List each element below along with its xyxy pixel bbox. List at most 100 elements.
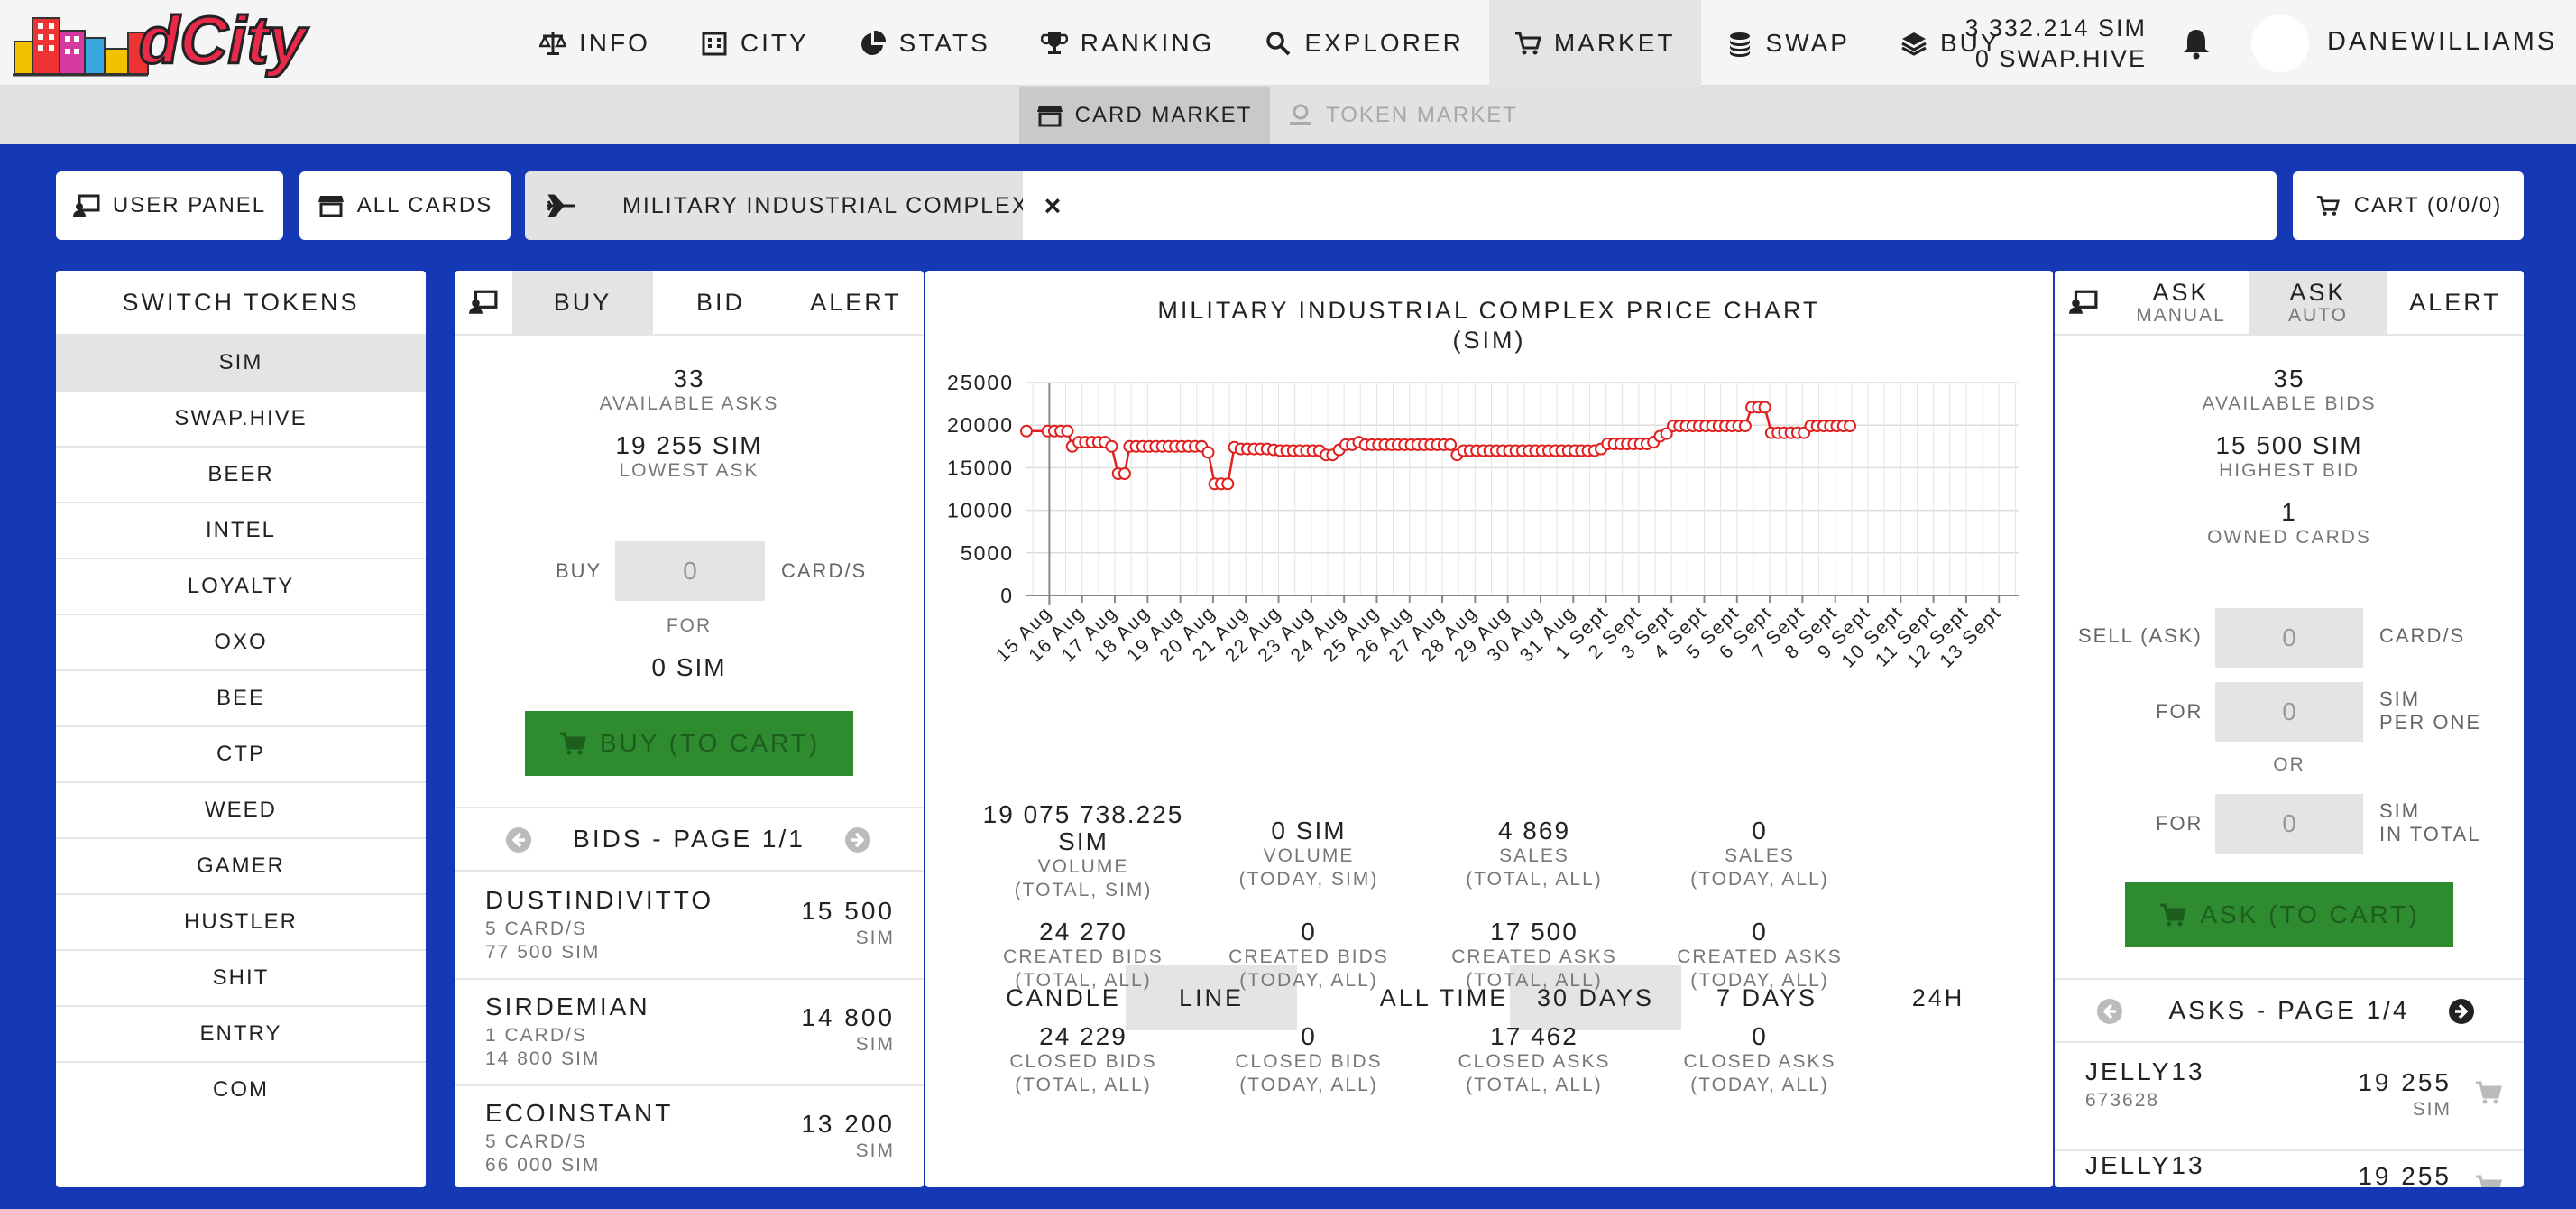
nav-label: INFO bbox=[579, 29, 650, 57]
stat-scope: (TOTAL, SIM) bbox=[1014, 880, 1153, 900]
bid-card-count: 5 CARD/S bbox=[485, 918, 587, 939]
nav-info[interactable]: INFO bbox=[514, 0, 676, 87]
building-icon bbox=[702, 32, 727, 56]
tab-ask-manual[interactable]: ASK MANUAL bbox=[2112, 271, 2249, 334]
username[interactable]: DANEWILLIAMS bbox=[2327, 27, 2558, 56]
lowest-ask-label: LOWEST ASK bbox=[619, 460, 759, 481]
available-bids-value: 35 bbox=[2273, 365, 2305, 392]
tab-alert[interactable]: ALERT bbox=[810, 288, 902, 316]
stat-scope: (TODAY, ALL) bbox=[1690, 869, 1829, 890]
ask-row[interactable]: JELLY13 673628 19 255 SIM bbox=[2055, 1045, 2524, 1151]
tab-ask-auto[interactable]: ASK AUTO bbox=[2249, 271, 2387, 334]
token-item-loyalty[interactable]: LOYALTY bbox=[56, 558, 426, 614]
stat-scope: (TODAY, ALL) bbox=[1239, 970, 1378, 991]
token-item-ctp[interactable]: CTP bbox=[56, 725, 426, 781]
tab-token-market[interactable]: TOKEN MARKET bbox=[1288, 87, 1518, 144]
token-item-com[interactable]: COM bbox=[56, 1061, 426, 1117]
highest-bid-label: HIGHEST BID bbox=[2219, 460, 2360, 481]
nav-swap[interactable]: SWAP bbox=[1701, 0, 1875, 87]
token-item-hustler[interactable]: HUSTLER bbox=[56, 893, 426, 949]
prev-page-icon[interactable] bbox=[505, 826, 532, 854]
chart-type-line[interactable]: LINE bbox=[1126, 965, 1297, 1030]
nav-stats[interactable]: STATS bbox=[834, 0, 1016, 87]
token-item-gamer[interactable]: GAMER bbox=[56, 837, 426, 893]
nav-market[interactable]: MARKET bbox=[1488, 0, 1701, 87]
price-point bbox=[1020, 424, 1033, 438]
switch-tokens-title: SWITCH TOKENS bbox=[122, 288, 360, 316]
plane-icon bbox=[547, 194, 575, 217]
tab-card-market[interactable]: CARD MARKET bbox=[1019, 87, 1270, 144]
token-item-oxo[interactable]: OXO bbox=[56, 614, 426, 669]
cart-button[interactable]: CART (0/0/0) bbox=[2293, 171, 2524, 240]
user-panel-tab[interactable] bbox=[455, 271, 512, 334]
range-24h[interactable]: 24H bbox=[1911, 983, 1965, 1011]
button-label: USER PANEL bbox=[112, 193, 267, 217]
dcity-logo[interactable]: dCity bbox=[13, 2, 310, 81]
stat-scope: (TODAY, ALL) bbox=[1239, 1075, 1378, 1095]
user-panel-tab[interactable] bbox=[2055, 271, 2112, 334]
stat-label: CLOSED ASKS bbox=[1683, 1051, 1836, 1072]
range-30-days[interactable]: 30 DAYS bbox=[1510, 965, 1681, 1030]
bidder-name: ECOINSTANT bbox=[485, 1099, 674, 1127]
buy-label: BUY bbox=[556, 559, 603, 582]
avatar[interactable] bbox=[2251, 14, 2309, 72]
asks-page-label: ASKS - PAGE 1/4 bbox=[2168, 996, 2410, 1024]
bid-price: 13 200 bbox=[801, 1110, 895, 1138]
nav-explorer[interactable]: EXPLORER bbox=[1239, 0, 1489, 87]
nav-buy[interactable]: BUY bbox=[1875, 0, 2026, 87]
price-per-one-input[interactable] bbox=[2215, 682, 2363, 742]
price-total-input[interactable] bbox=[2215, 794, 2363, 854]
ask-to-cart-button[interactable]: ASK (TO CART) bbox=[2125, 882, 2453, 947]
nav-ranking[interactable]: RANKING bbox=[1016, 0, 1240, 87]
bid-price: 15 500 bbox=[801, 897, 895, 925]
stat-value: 17 462 bbox=[1490, 1022, 1578, 1050]
owned-cards-value: 1 bbox=[2281, 498, 2297, 526]
add-to-cart-icon[interactable] bbox=[2475, 1079, 2502, 1106]
range-all-time[interactable]: ALL TIME bbox=[1379, 983, 1509, 1011]
tab-bid[interactable]: BID bbox=[695, 288, 745, 316]
all-cards-button[interactable]: ALL CARDS bbox=[299, 171, 511, 240]
token-list: SIM SWAP.HIVE BEER INTEL LOYALTY OXO BEE CTP WEE… bbox=[56, 334, 426, 1117]
bid-row[interactable]: SIRDEMIAN 1 CARD/S 14 800 SIM 14 800 SIM bbox=[455, 980, 924, 1086]
tab-buy[interactable]: BUY bbox=[512, 271, 653, 334]
stat-value: 19 075 738.225 SIM bbox=[982, 800, 1184, 855]
token-item-beer[interactable]: BEER bbox=[56, 446, 426, 502]
or-label: OR bbox=[2273, 754, 2305, 775]
range-7-days[interactable]: 7 DAYS bbox=[1716, 983, 1818, 1011]
stat-item: 0 SIM VOLUME (TODAY, SIM) bbox=[1196, 817, 1421, 891]
next-page-icon[interactable] bbox=[2448, 998, 2475, 1025]
nav-label: MARKET bbox=[1553, 29, 1676, 57]
bell-icon[interactable] bbox=[2181, 27, 2212, 60]
token-item-sim[interactable]: SIM bbox=[56, 334, 426, 390]
bid-row[interactable]: ECOINSTANT 5 CARD/S 66 000 SIM 13 200 SIM bbox=[455, 1086, 924, 1187]
y-tick-label: 15000 bbox=[947, 456, 1014, 479]
ask-row[interactable]: JELLY13 19 255 bbox=[2055, 1139, 2524, 1187]
bid-total: 66 000 SIM bbox=[485, 1155, 601, 1176]
token-item-shit[interactable]: SHIT bbox=[56, 949, 426, 1005]
token-item-intel[interactable]: INTEL bbox=[56, 502, 426, 558]
asker-name: JELLY13 bbox=[2085, 1151, 2205, 1179]
nav-city[interactable]: CITY bbox=[676, 0, 834, 87]
bid-row[interactable]: DUSTINDIVITTO 5 CARD/S 77 500 SIM 15 500 SIM bbox=[455, 873, 924, 980]
next-page-icon[interactable] bbox=[844, 826, 871, 854]
stat-item: 0 CREATED BIDS (TODAY, ALL) bbox=[1196, 918, 1421, 992]
search-tag: MILITARY INDUSTRIAL COMPLEX bbox=[525, 171, 1084, 240]
switch-tokens-panel: SWITCH TOKENS SIM SWAP.HIVE BEER INTEL LOYAL… bbox=[56, 271, 426, 1187]
buy-to-cart-button[interactable]: BUY (TO CART) bbox=[525, 711, 853, 776]
sell-ask-label: SELL (ASK) bbox=[2078, 624, 2203, 647]
user-panel-button[interactable]: USER PANEL bbox=[56, 171, 283, 240]
clear-search-button[interactable]: × bbox=[1023, 171, 1084, 240]
chart-type-candle[interactable]: CANDLE bbox=[1006, 983, 1121, 1011]
token-item-swap-hive[interactable]: SWAP.HIVE bbox=[56, 390, 426, 446]
token-item-bee[interactable]: BEE bbox=[56, 669, 426, 725]
token-item-entry[interactable]: ENTRY bbox=[56, 1005, 426, 1061]
token-item-weed[interactable]: WEED bbox=[56, 781, 426, 837]
sell-quantity-input[interactable] bbox=[2215, 608, 2363, 668]
search-input[interactable] bbox=[1088, 171, 2260, 240]
store-icon bbox=[1036, 106, 1063, 127]
add-to-cart-icon[interactable] bbox=[2475, 1173, 2502, 1187]
prev-page-icon[interactable] bbox=[2096, 998, 2123, 1025]
tab-alert[interactable]: ALERT bbox=[2409, 288, 2501, 316]
stat-label: VOLUME bbox=[1263, 845, 1355, 866]
buy-quantity-input[interactable] bbox=[615, 541, 765, 601]
